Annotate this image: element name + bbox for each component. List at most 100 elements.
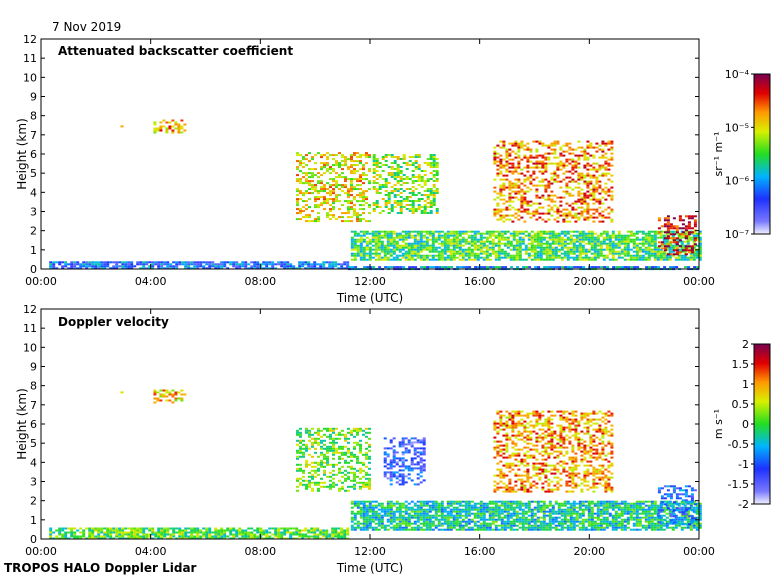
data-cell [446, 516, 450, 519]
data-cell [371, 252, 375, 255]
data-cell [426, 190, 430, 192]
data-cell [302, 216, 305, 219]
data-cell [187, 263, 191, 266]
data-cell [527, 520, 531, 523]
data-cell [535, 218, 539, 221]
data-cell [396, 204, 400, 206]
data-cell [514, 192, 518, 195]
data-cell [392, 518, 396, 521]
data-cell [583, 200, 587, 203]
data-cell [473, 502, 477, 505]
data-cell [429, 156, 433, 158]
data-cell [461, 514, 465, 517]
data-cell [73, 265, 77, 268]
data-cell [560, 526, 564, 529]
data-cell [196, 267, 200, 270]
data-cell [329, 198, 332, 201]
data-cell [396, 194, 400, 196]
data-cell [446, 244, 450, 247]
data-cell [497, 516, 501, 519]
data-cell [465, 266, 469, 269]
data-cell [307, 267, 311, 270]
data-cell [544, 212, 548, 215]
data-cell [647, 244, 651, 247]
data-cell [411, 156, 415, 158]
data-cell [310, 535, 314, 538]
data-cell [398, 234, 402, 237]
data-cell [383, 254, 387, 257]
data-cell [431, 234, 435, 237]
data-cell [399, 206, 403, 208]
data-cell [416, 246, 420, 249]
data-cell [596, 250, 600, 253]
data-cell [544, 198, 548, 201]
data-cell [443, 522, 447, 525]
data-cell [184, 267, 188, 270]
data-cell [536, 510, 540, 513]
data-cell [571, 172, 575, 175]
data-cell [675, 231, 679, 234]
data-cell [696, 266, 700, 269]
data-cell [482, 526, 486, 529]
data-cell [657, 245, 661, 248]
data-cell [320, 186, 323, 189]
data-cell [557, 502, 561, 505]
data-cell [429, 204, 433, 206]
data-cell [365, 522, 369, 525]
data-cell [566, 238, 570, 241]
data-cell [593, 252, 597, 255]
data-cell [168, 125, 172, 128]
data-cell [647, 254, 651, 257]
data-cell [115, 267, 119, 270]
data-cell [554, 248, 558, 251]
data-cell [428, 510, 432, 513]
data-cell [551, 510, 555, 513]
data-cell [589, 214, 593, 217]
data-cell [142, 261, 146, 264]
data-cell [187, 531, 191, 534]
data-cell [503, 252, 507, 255]
data-cell [569, 252, 573, 255]
data-cell [440, 508, 444, 511]
data-cell [365, 504, 369, 507]
data-cell [536, 234, 540, 237]
data-cell [671, 244, 675, 247]
data-cell [262, 267, 266, 270]
data-cell [502, 178, 506, 181]
data-cell [398, 526, 402, 529]
data-cell [343, 535, 347, 538]
data-cell [476, 502, 480, 505]
data-cell [205, 529, 209, 532]
data-cell [539, 506, 543, 509]
data-cell [425, 248, 429, 251]
data-cell [554, 520, 558, 523]
data-cell [396, 266, 400, 269]
data-cell [94, 535, 98, 538]
data-cell [139, 263, 143, 266]
data-cell [405, 204, 409, 206]
data-cell [431, 502, 435, 505]
data-cell [578, 500, 582, 503]
data-cell [611, 240, 615, 243]
data-cell [413, 236, 417, 239]
data-cell [578, 506, 582, 509]
data-cell [523, 192, 527, 195]
data-cell [73, 535, 77, 538]
data-cell [362, 254, 366, 257]
data-cell [347, 192, 350, 195]
data-cell [527, 518, 531, 521]
data-cell [607, 164, 611, 167]
data-cell [526, 208, 530, 211]
data-cell [557, 506, 561, 509]
data-cell [547, 208, 551, 211]
data-cell [423, 174, 427, 176]
data-cell [353, 234, 357, 237]
data-cell [199, 265, 203, 268]
data-cell [136, 527, 140, 530]
data-cell [511, 196, 515, 199]
data-cell [310, 265, 314, 268]
data-cell [569, 240, 573, 243]
data-cell [419, 256, 423, 259]
data-cell [389, 522, 393, 525]
data-cell [329, 192, 332, 195]
